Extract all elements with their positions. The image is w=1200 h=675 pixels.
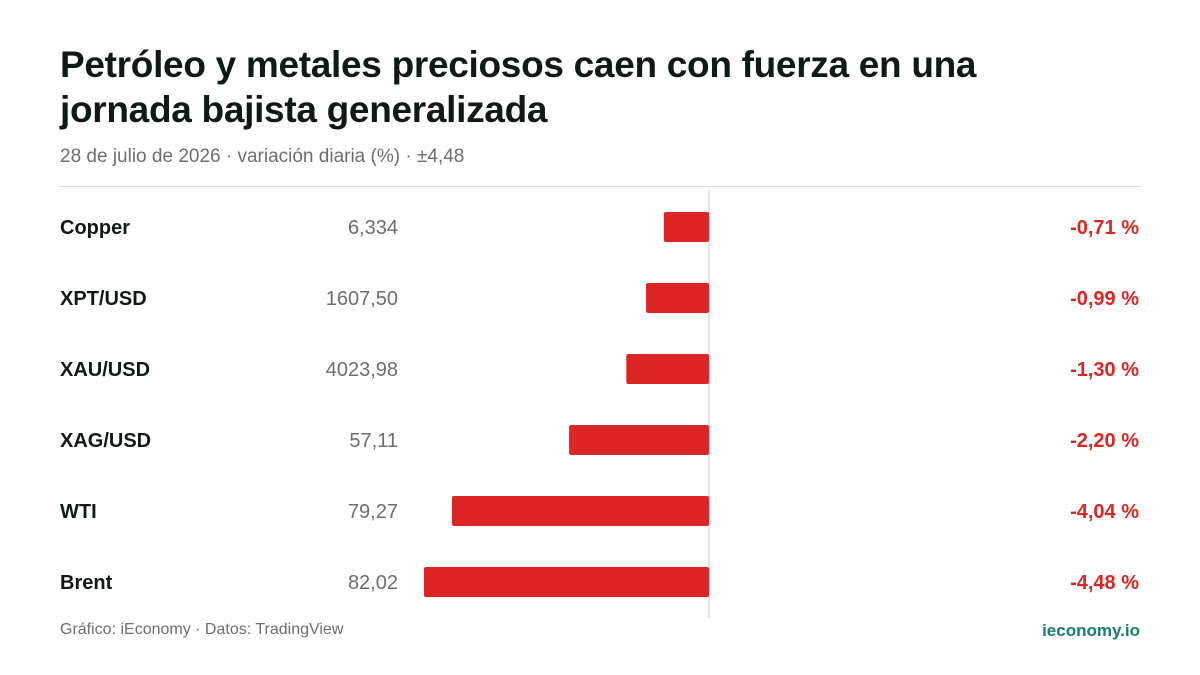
price-value: 1607,50 bbox=[326, 288, 398, 310]
footer-brand-link[interactable]: ieconomy.io bbox=[1042, 621, 1140, 640]
change-bar bbox=[451, 496, 709, 526]
category-label: XAG/USD bbox=[60, 430, 151, 452]
header-divider bbox=[60, 186, 1140, 187]
price-value: 4023,98 bbox=[326, 359, 398, 381]
category-label: XAU/USD bbox=[60, 359, 150, 381]
change-bar bbox=[663, 212, 709, 242]
change-value-label: -1,30 % bbox=[1070, 359, 1139, 381]
footer-source: Gráfico: iEconomy · Datos: TradingView bbox=[60, 621, 344, 638]
change-bar bbox=[424, 567, 709, 597]
price-value: 82,02 bbox=[348, 572, 398, 594]
change-value-label: -0,71 % bbox=[1070, 217, 1139, 239]
category-label: Copper bbox=[60, 217, 130, 239]
change-bar bbox=[646, 283, 709, 313]
category-label: XPT/USD bbox=[60, 288, 147, 310]
category-label: WTI bbox=[60, 501, 97, 523]
change-value-label: -2,20 % bbox=[1070, 430, 1139, 452]
change-bar bbox=[569, 425, 709, 455]
change-value-label: -0,99 % bbox=[1070, 288, 1139, 310]
chart-title: Petróleo y metales preciosos caen con fu… bbox=[60, 44, 977, 130]
price-value: 57,11 bbox=[349, 430, 398, 452]
price-value: 6,334 bbox=[348, 217, 398, 239]
chart-subtitle: 28 de julio de 2026 · variación diaria (… bbox=[60, 146, 465, 167]
category-label: Brent bbox=[60, 572, 113, 594]
change-bar bbox=[626, 354, 709, 384]
price-value: 79,27 bbox=[348, 501, 398, 523]
change-value-label: -4,48 % bbox=[1070, 572, 1139, 594]
change-value-label: -4,04 % bbox=[1070, 501, 1139, 523]
